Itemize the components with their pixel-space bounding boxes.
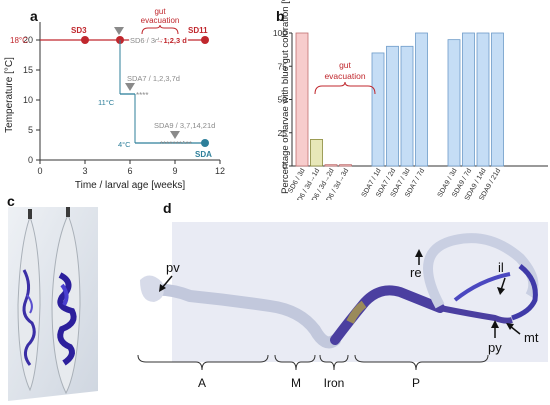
b-bar [462, 32, 475, 167]
a-gut-evac-2: evacuation [141, 16, 180, 25]
d-label-mt: mt [524, 330, 539, 345]
a-y-ticks [36, 39, 40, 161]
b-gut-evac-1: gut [339, 60, 351, 70]
a-sda7-stars: **** [136, 91, 148, 100]
brace-P [354, 354, 489, 371]
a-sda7-marker [125, 83, 135, 91]
b-bar [310, 138, 323, 167]
ileum-loop-2 [453, 272, 511, 302]
d-label-pv: pv [166, 260, 180, 275]
larva-right [51, 207, 81, 395]
a-sda7-label: SDA7 / 1,2,3,7d [127, 74, 180, 83]
b-gut-evac-bracket [314, 81, 376, 95]
a-ytick-10: 10 [23, 95, 33, 105]
a-sda9-marker [170, 131, 180, 139]
b-bar [447, 39, 461, 167]
b-bars [295, 32, 504, 167]
b-ytick-label: 25 [278, 128, 288, 138]
a-sd6-label: SD6 / 3d [130, 36, 159, 45]
a-xtick-3: 3 [82, 166, 87, 176]
gut-coloration-bar-chart: Percentage of larvae with blue gut color… [273, 0, 548, 200]
b-gut-evac-2: evacuation [324, 71, 365, 81]
a-xlabel: Time / larval age [weeks] [75, 180, 185, 191]
b-ytick-label: 0 [282, 161, 287, 171]
b-ylabel: Percentage of larvae with blue gut color… [280, 0, 291, 194]
b-bar [371, 52, 385, 167]
gut-tube-anterior [144, 283, 341, 349]
b-bar [386, 45, 399, 167]
panel-c-letter: c [7, 193, 15, 209]
a-xtick-12: 12 [215, 166, 225, 176]
a-ylabel: Temperature [°C] [4, 57, 15, 133]
b-ytick-label: 75 [278, 61, 288, 71]
a-x-ticks [39, 160, 221, 164]
b-ytick-label: 50 [278, 95, 288, 105]
a-xtick-6: 6 [127, 166, 132, 176]
region-P: P [412, 376, 420, 390]
region-Iron: Iron [324, 376, 345, 390]
a-ytick-0: 0 [28, 155, 33, 165]
a-temp-11: 11°C [98, 98, 115, 107]
proventriculus [140, 275, 164, 302]
a-temp-18: 18°C [10, 36, 28, 45]
panel-a-letter: a [30, 8, 38, 24]
b-ytick-label: 100 [273, 28, 287, 38]
b-bar [324, 164, 338, 167]
gut-tube-posterior [439, 305, 513, 324]
a-ytick-20: 20 [23, 35, 33, 45]
a-temp-4: 4°C [118, 140, 131, 149]
ileum-loop [511, 264, 538, 321]
a-sd6-marker [114, 27, 124, 35]
a-sd11-dot [201, 36, 209, 44]
brace-M [274, 354, 316, 371]
a-sda9-stars: *******^** [160, 140, 192, 149]
a-xtick-9: 9 [172, 166, 177, 176]
gut-tube-iron [346, 300, 367, 324]
dissected-gut-photo: pv re il py mt A M Iron P [137, 222, 548, 390]
a-sda-dot [201, 139, 209, 147]
b-bar [400, 45, 414, 167]
d-arrow-il [500, 277, 506, 291]
brace-Iron [319, 354, 349, 371]
a-sd11-label: SD11 [188, 26, 208, 35]
a-sd3-dot [81, 36, 89, 44]
b-bar [295, 32, 309, 167]
b-bar [491, 32, 504, 167]
region-A: A [198, 376, 206, 390]
a-sda9-label: SDA9 / 3,7,14,21d [154, 121, 215, 130]
d-label-re: re [410, 265, 422, 280]
panel-d-letter: d [163, 200, 172, 216]
a-ytick-15: 15 [23, 65, 33, 75]
a-sd6-evac-label: →1,2,3 d [156, 36, 187, 45]
larvae-photo [8, 207, 98, 401]
d-arrow-pv [161, 275, 173, 289]
b-bar [339, 164, 352, 167]
a-sd3-label: SD3 [71, 26, 87, 35]
d-label-il: il [498, 260, 504, 275]
a-xtick-0: 0 [37, 166, 42, 176]
a-ytick-5: 5 [28, 125, 33, 135]
a-gut-evac-1: gut [154, 7, 166, 16]
b-bar [476, 32, 490, 167]
a-gut-evac-bracket [141, 24, 179, 35]
brace-A [137, 354, 269, 371]
panel-b-letter: b [276, 8, 285, 24]
a-sda-label: SDA [195, 150, 212, 159]
larva-left [17, 209, 41, 392]
b-bar [415, 32, 428, 167]
temperature-timeline: 0 5 10 15 20 0 3 6 9 12 Time / larval ag… [4, 7, 225, 191]
d-label-py: py [488, 340, 502, 355]
region-M: M [291, 376, 301, 390]
